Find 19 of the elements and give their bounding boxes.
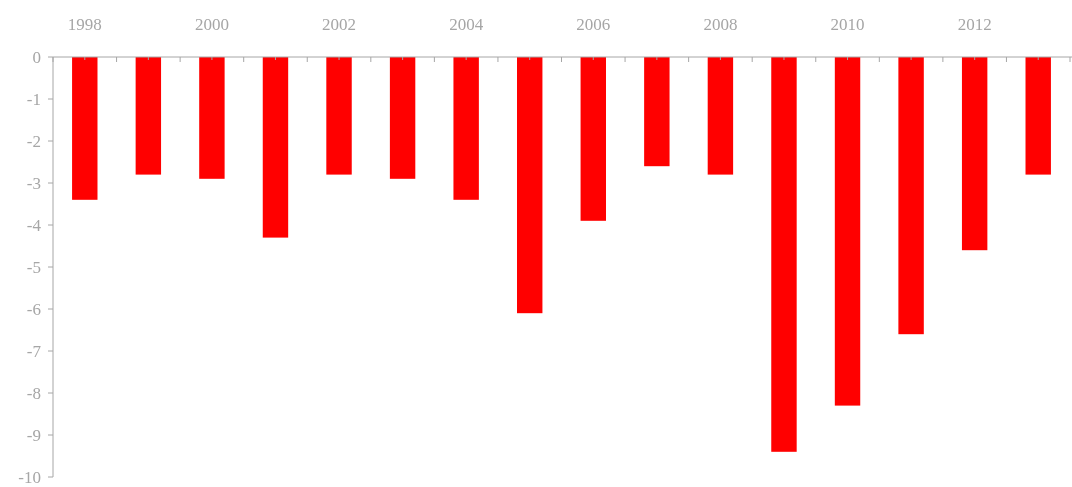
y-tick-label: -2 xyxy=(26,131,41,151)
x-tick-label: 2012 xyxy=(957,15,992,34)
y-tick-label: -4 xyxy=(26,215,42,235)
y-tick-label: -5 xyxy=(26,257,41,277)
x-tick-label: 2008 xyxy=(703,15,738,34)
y-tick-label: -8 xyxy=(26,383,41,403)
y-tick-label: -9 xyxy=(26,425,41,445)
y-tick-label: -3 xyxy=(26,173,41,193)
x-tick-label: 2006 xyxy=(576,15,611,34)
x-tick-label: 2010 xyxy=(830,15,865,34)
y-tick-label: -7 xyxy=(26,341,42,361)
y-tick-label: -6 xyxy=(26,299,41,319)
x-tick-label: 2004 xyxy=(449,15,484,34)
y-tick-label: -1 xyxy=(26,89,41,109)
x-tick-label: 1998 xyxy=(67,15,102,34)
x-tick-label: 2002 xyxy=(322,15,357,34)
y-tick-label: -10 xyxy=(18,467,41,487)
y-tick-label: 0 xyxy=(32,47,41,67)
x-tick-label: 2000 xyxy=(194,15,229,34)
